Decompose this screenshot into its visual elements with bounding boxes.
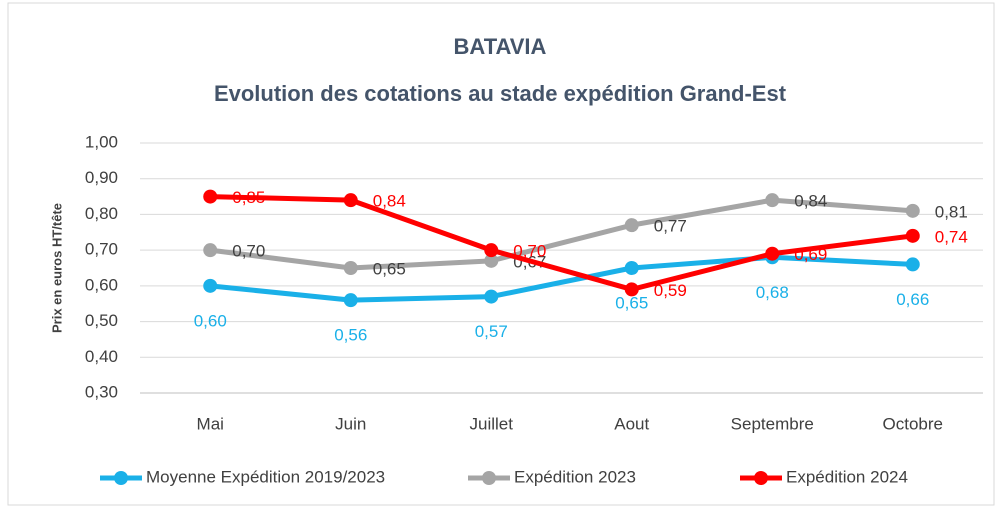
data-label: 0,65 bbox=[615, 293, 648, 312]
y-tick-label: 0,90 bbox=[85, 168, 118, 187]
data-label: 0,85 bbox=[232, 188, 265, 207]
data-label: 0,81 bbox=[935, 202, 968, 221]
chart-title: BATAVIA bbox=[454, 34, 547, 59]
series-line bbox=[209, 197, 913, 271]
series-line bbox=[209, 254, 913, 303]
point bbox=[484, 253, 499, 268]
x-tick-label: Aout bbox=[614, 414, 649, 433]
point bbox=[203, 189, 218, 204]
data-label: 0,77 bbox=[654, 217, 687, 236]
x-tick-label: Octobre bbox=[883, 414, 943, 433]
chart-subtitle: Evolution des cotations au stade expédit… bbox=[214, 81, 787, 106]
x-tick-label: Juillet bbox=[470, 414, 514, 433]
legend-label: Expédition 2024 bbox=[786, 467, 908, 486]
point bbox=[203, 278, 218, 293]
x-tick-label: Mai bbox=[197, 414, 224, 433]
data-label: 0,84 bbox=[794, 192, 827, 211]
data-label: 0,68 bbox=[756, 283, 789, 302]
data-label: 0,56 bbox=[334, 326, 367, 345]
point bbox=[624, 218, 639, 233]
point bbox=[905, 257, 920, 272]
data-label: 0,74 bbox=[935, 227, 968, 246]
y-tick-label: 0,60 bbox=[85, 275, 118, 294]
data-label: 0,59 bbox=[654, 281, 687, 300]
data-label: 0,65 bbox=[373, 259, 406, 278]
y-tick-label: 0,40 bbox=[85, 347, 118, 366]
series-line bbox=[210, 194, 914, 292]
data-label: 0,60 bbox=[194, 311, 227, 330]
y-axis-label: Prix en euros HT/tête bbox=[49, 203, 64, 333]
legend-marker bbox=[482, 471, 496, 485]
data-label: 0,70 bbox=[513, 242, 546, 261]
data-label: 0,57 bbox=[475, 322, 508, 341]
point bbox=[343, 261, 358, 275]
point bbox=[624, 261, 639, 275]
data-label: 0,66 bbox=[896, 290, 929, 309]
point bbox=[905, 228, 920, 243]
legend-marker bbox=[114, 471, 128, 485]
y-tick-label: 0,30 bbox=[85, 382, 118, 401]
legend-label: Moyenne Expédition 2019/2023 bbox=[146, 467, 385, 486]
data-label: 0,84 bbox=[373, 192, 406, 211]
legend-marker bbox=[754, 471, 768, 485]
data-label: 0,70 bbox=[232, 242, 265, 261]
point bbox=[203, 243, 218, 258]
point bbox=[765, 246, 780, 261]
point bbox=[624, 282, 639, 297]
x-tick-label: Juin bbox=[335, 414, 366, 433]
legend-label: Expédition 2023 bbox=[514, 467, 636, 486]
y-tick-label: 0,50 bbox=[85, 311, 118, 330]
data-label: 0,69 bbox=[794, 245, 827, 264]
y-tick-label: 0,70 bbox=[85, 240, 118, 259]
point bbox=[484, 289, 499, 304]
y-tick-label: 0,80 bbox=[85, 204, 118, 223]
point bbox=[484, 243, 499, 258]
point bbox=[343, 193, 358, 208]
point bbox=[343, 293, 358, 308]
point bbox=[765, 193, 780, 208]
point bbox=[905, 203, 920, 218]
x-tick-label: Septembre bbox=[731, 414, 814, 433]
y-tick-label: 1,00 bbox=[85, 132, 118, 151]
